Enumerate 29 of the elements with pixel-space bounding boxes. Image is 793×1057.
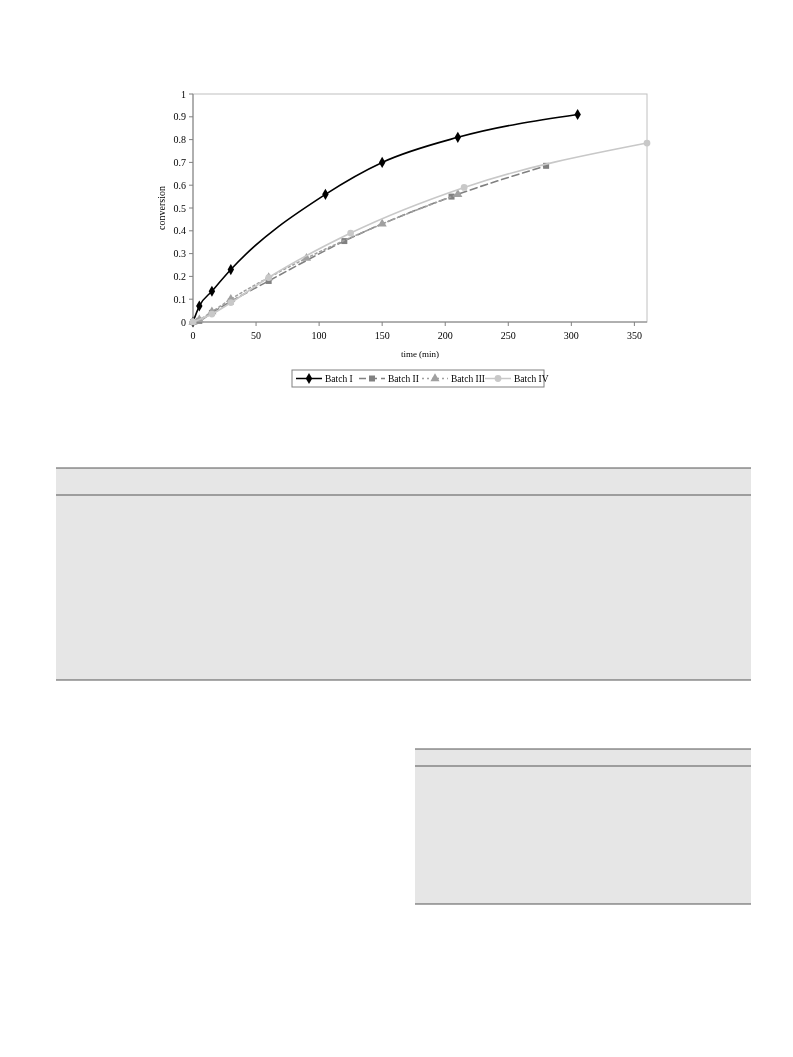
point (347, 229, 355, 237)
y-tick-label: 0.2 (173, 270, 186, 282)
x-tick-label: 350 (626, 330, 642, 341)
y-tick-label: 0.4 (173, 225, 186, 237)
y-tick-label: 0.5 (173, 202, 186, 214)
legend-label: Batch I (325, 374, 353, 384)
point (643, 139, 651, 147)
x-axis-title: time (min) (400, 349, 440, 359)
point (460, 184, 468, 191)
legend-label: Batch III (451, 374, 486, 384)
y-tick-label: 0.1 (173, 293, 186, 305)
x-tick-label: 200 (437, 330, 453, 341)
y-tick-label: 0.9 (173, 111, 186, 123)
point (377, 218, 387, 227)
x-tick-label: 50 (251, 330, 262, 341)
x-tick-label: 0 (190, 330, 196, 341)
x-tick-label: 250 (500, 330, 516, 341)
y-tick-label: 0.6 (173, 179, 186, 191)
y-tick-label: 0.7 (173, 156, 186, 168)
legend-label: Batch IV (514, 374, 549, 384)
y-tick-label: 0 (181, 316, 186, 328)
legend-label: Batch II (388, 374, 419, 384)
x-tick-label: 100 (311, 330, 327, 341)
x-tick-label: 150 (374, 330, 390, 341)
y-tick-label: 0.8 (173, 134, 186, 146)
y-tick-label: 0.3 (173, 248, 186, 260)
y-tick-label: 1 (181, 88, 186, 100)
x-tick-label: 300 (563, 330, 579, 341)
y-axis-title: conversion (156, 186, 167, 230)
